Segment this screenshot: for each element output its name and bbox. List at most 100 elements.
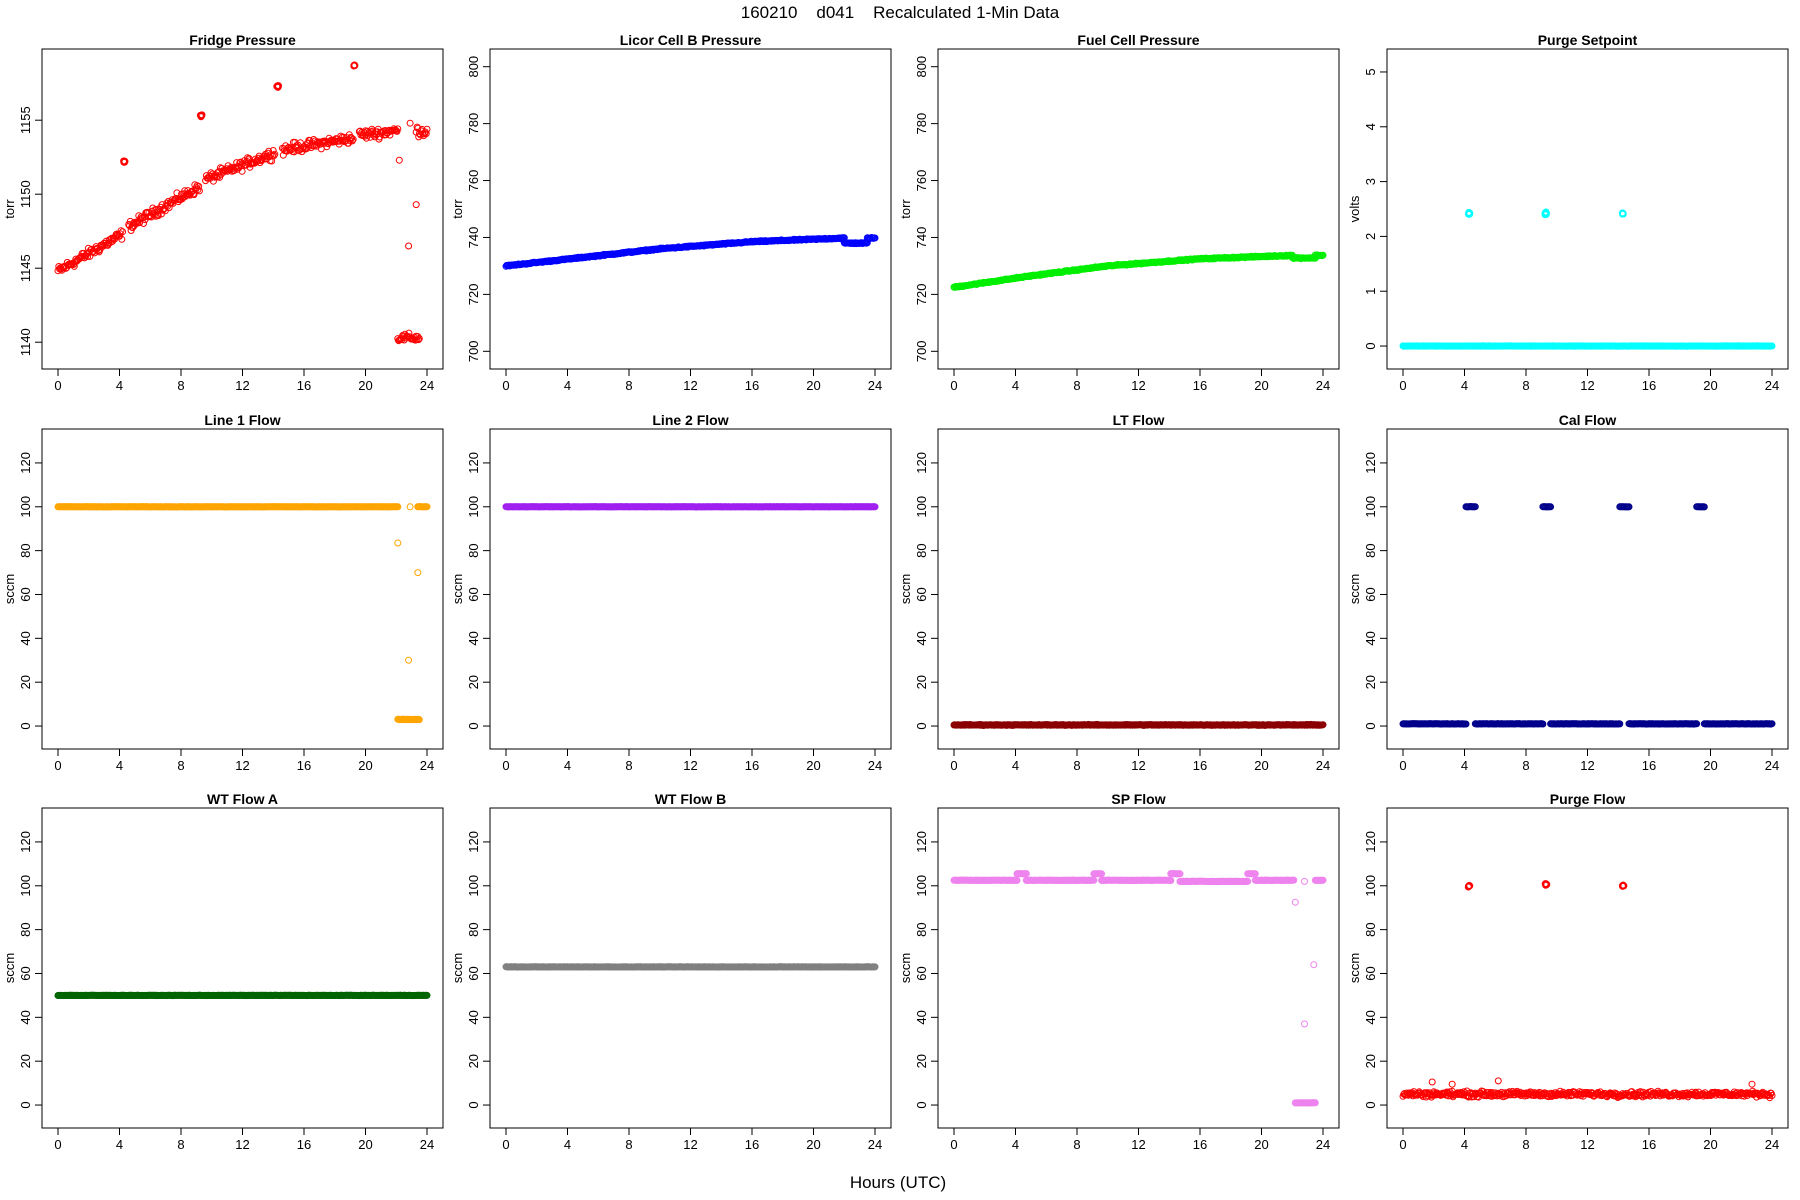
y-tick-label: 0 bbox=[466, 1101, 481, 1108]
x-tick-label: 16 bbox=[297, 1137, 311, 1152]
data-point bbox=[871, 234, 879, 242]
data-point bbox=[398, 336, 406, 344]
x-tick-label: 8 bbox=[625, 1137, 632, 1152]
x-tick-label: 20 bbox=[358, 758, 372, 773]
x-tick-label: 8 bbox=[1522, 378, 1529, 393]
x-tick-label: 24 bbox=[420, 378, 434, 393]
y-tick-label: 0 bbox=[1363, 342, 1378, 349]
y-tick-label: 720 bbox=[466, 284, 481, 306]
y-tick-label: 0 bbox=[1363, 722, 1378, 729]
x-tick-label: 16 bbox=[1642, 378, 1656, 393]
x-tick-label: 4 bbox=[1012, 758, 1019, 773]
data-point bbox=[198, 111, 205, 119]
x-tick-label: 4 bbox=[1012, 378, 1019, 393]
y-tick-label: 60 bbox=[466, 587, 481, 601]
data-point bbox=[423, 503, 431, 511]
y-tick-label: 20 bbox=[1363, 675, 1378, 689]
panel-title: WT Flow B bbox=[655, 791, 727, 807]
data-point bbox=[60, 263, 68, 271]
data-point bbox=[150, 211, 158, 219]
data-point bbox=[120, 158, 128, 166]
x-tick-label: 16 bbox=[1642, 758, 1656, 773]
data-point bbox=[195, 187, 203, 195]
panel-title: Line 2 Flow bbox=[652, 412, 728, 428]
series-points bbox=[1399, 208, 1776, 350]
series-points bbox=[502, 234, 879, 270]
x-tick-label: 4 bbox=[116, 1137, 123, 1152]
series-points bbox=[54, 61, 431, 345]
x-tick-label: 4 bbox=[1461, 378, 1468, 393]
data-point bbox=[415, 716, 423, 724]
data-point bbox=[269, 147, 277, 154]
x-tick-label: 20 bbox=[806, 378, 820, 393]
y-tick-label: 80 bbox=[914, 543, 929, 557]
x-tick-label: 8 bbox=[1073, 378, 1080, 393]
data-point bbox=[422, 130, 430, 138]
x-tick-label: 20 bbox=[1703, 758, 1717, 773]
data-point bbox=[394, 503, 402, 511]
data-point bbox=[194, 186, 202, 194]
y-tick-label: 0 bbox=[18, 1101, 33, 1108]
x-tick-label: 20 bbox=[1254, 378, 1268, 393]
x-tick-label: 24 bbox=[1765, 378, 1779, 393]
data-point bbox=[406, 503, 414, 511]
y-tick-label: 60 bbox=[466, 966, 481, 980]
data-point bbox=[411, 333, 418, 341]
x-tick-label: 16 bbox=[745, 1137, 759, 1152]
y-tick-label: 80 bbox=[466, 922, 481, 936]
y-axis-label: sccm bbox=[2, 574, 17, 604]
y-tick-label: 120 bbox=[466, 452, 481, 474]
y-tick-label: 100 bbox=[466, 875, 481, 897]
figure-title: 160210 d041 Recalculated 1-Min Data bbox=[741, 3, 1060, 22]
x-tick-label: 0 bbox=[1399, 378, 1406, 393]
panel-title: WT Flow A bbox=[207, 791, 278, 807]
data-point bbox=[394, 125, 402, 133]
x-tick-label: 8 bbox=[625, 758, 632, 773]
series-points bbox=[502, 503, 879, 511]
x-tick-label: 12 bbox=[1580, 378, 1594, 393]
y-tick-label: 100 bbox=[18, 496, 33, 518]
y-tick-label: 80 bbox=[466, 543, 481, 557]
series-points bbox=[950, 251, 1327, 291]
y-tick-label: 0 bbox=[18, 722, 33, 729]
y-tick-label: 20 bbox=[18, 675, 33, 689]
x-tick-label: 4 bbox=[116, 378, 123, 393]
data-point bbox=[117, 227, 125, 235]
y-tick-label: 1140 bbox=[18, 328, 33, 356]
panel-title: Line 1 Flow bbox=[204, 412, 280, 428]
x-tick-label: 20 bbox=[358, 378, 372, 393]
x-tick-label: 24 bbox=[420, 1137, 434, 1152]
data-point bbox=[274, 82, 282, 90]
y-axis-label: sccm bbox=[450, 953, 465, 983]
data-point bbox=[1619, 209, 1627, 217]
data-point bbox=[173, 189, 181, 197]
y-tick-label: 1155 bbox=[18, 106, 33, 134]
y-tick-label: 800 bbox=[466, 56, 481, 78]
y-tick-label: 120 bbox=[914, 452, 929, 474]
data-point bbox=[415, 336, 422, 344]
y-tick-label: 1145 bbox=[18, 254, 33, 282]
y-axis-label: sccm bbox=[2, 953, 17, 983]
panel-title: Licor Cell B Pressure bbox=[620, 32, 762, 48]
x-tick-label: 16 bbox=[297, 758, 311, 773]
data-point bbox=[395, 156, 403, 164]
y-tick-label: 120 bbox=[18, 452, 33, 474]
x-tick-label: 0 bbox=[950, 758, 957, 773]
data-point bbox=[190, 191, 198, 199]
y-tick-label: 120 bbox=[18, 831, 33, 853]
panel-title: Fridge Pressure bbox=[189, 32, 296, 48]
y-tick-label: 740 bbox=[914, 227, 929, 249]
series-points bbox=[950, 720, 1327, 729]
data-point bbox=[349, 135, 357, 143]
data-point bbox=[1768, 342, 1776, 350]
x-tick-label: 24 bbox=[1765, 758, 1779, 773]
x-tick-label: 16 bbox=[297, 378, 311, 393]
x-tick-label: 20 bbox=[1703, 378, 1717, 393]
data-point bbox=[273, 82, 281, 90]
x-tick-label: 0 bbox=[502, 378, 509, 393]
